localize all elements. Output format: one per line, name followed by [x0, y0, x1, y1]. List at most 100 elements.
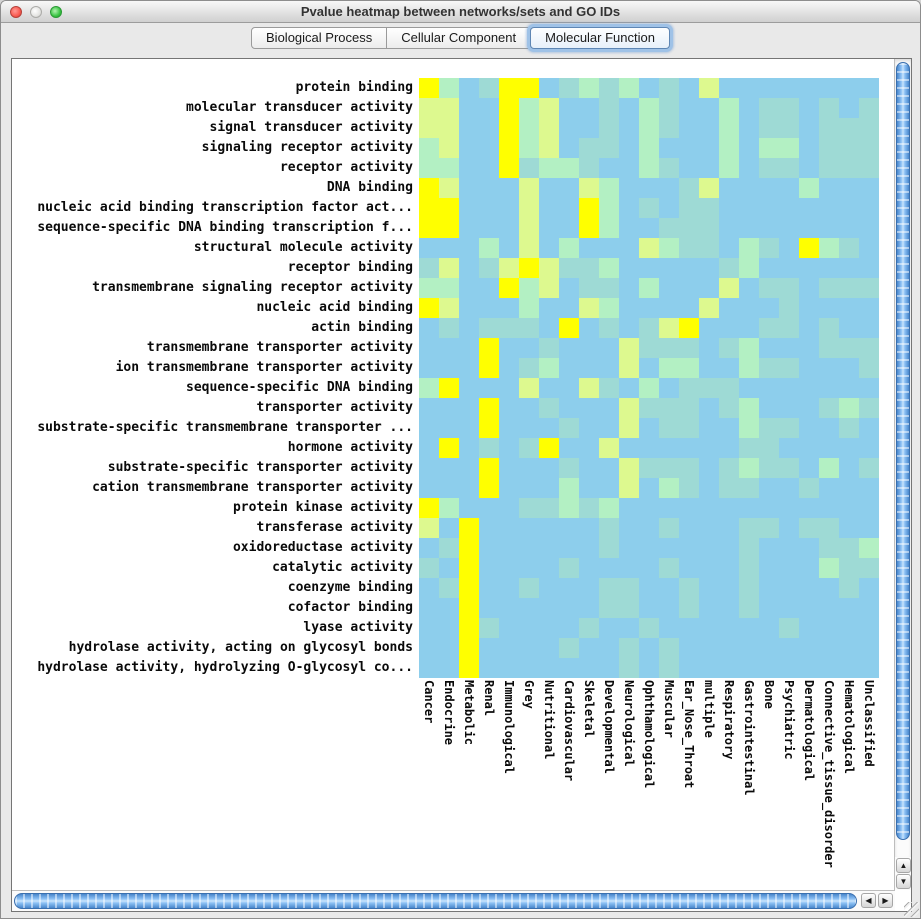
heatmap-cell	[499, 458, 519, 478]
heatmap-cell	[679, 458, 699, 478]
scroll-right-button[interactable]: ▶	[878, 893, 893, 908]
heatmap-cell	[439, 538, 459, 558]
heatmap-cell	[499, 598, 519, 618]
heatmap-cell	[499, 618, 519, 638]
column-label: Nutritional	[542, 680, 556, 760]
heatmap-cell	[699, 318, 719, 338]
heatmap-cell	[539, 178, 559, 198]
row-label: DNA binding	[326, 180, 413, 195]
heatmap-cell	[659, 118, 679, 138]
heatmap-cell	[499, 358, 519, 378]
heatmap-cell	[799, 378, 819, 398]
heatmap-cell	[479, 218, 499, 238]
heatmap-cell	[439, 638, 459, 658]
heatmap-cell	[759, 458, 779, 478]
minimize-button[interactable]	[30, 6, 42, 18]
heatmap-cell	[839, 498, 859, 518]
heatmap-cell	[719, 258, 739, 278]
heatmap-cell	[639, 78, 659, 98]
heatmap-cell	[459, 558, 479, 578]
close-button[interactable]	[10, 6, 22, 18]
heatmap-cell	[799, 478, 819, 498]
heatmap-cell	[819, 658, 839, 678]
heatmap-cell	[539, 418, 559, 438]
heatmap-cell	[519, 98, 539, 118]
heatmap-cell	[759, 178, 779, 198]
heatmap-cell	[739, 638, 759, 658]
heatmap-cell	[459, 418, 479, 438]
heatmap-cell	[659, 338, 679, 358]
heatmap-cell	[519, 438, 539, 458]
heatmap-cell	[759, 238, 779, 258]
heatmap-cell	[759, 498, 779, 518]
heatmap-cell	[779, 618, 799, 638]
heatmap-cell	[479, 478, 499, 498]
scroll-left-button[interactable]: ◀	[861, 893, 876, 908]
heatmap-cell	[559, 478, 579, 498]
heatmap-cell	[659, 158, 679, 178]
heatmap-cell	[619, 458, 639, 478]
zoom-button[interactable]	[50, 6, 62, 18]
row-label: substrate-specific transmembrane transpo…	[37, 420, 413, 435]
heatmap-cell	[639, 658, 659, 678]
heatmap-cell	[619, 398, 639, 418]
heatmap-cell	[619, 658, 639, 678]
heatmap-cell	[439, 438, 459, 458]
heatmap-cell	[639, 478, 659, 498]
heatmap-cell	[599, 118, 619, 138]
heatmap-cell	[619, 298, 639, 318]
vertical-scrollbar-track[interactable]	[895, 59, 911, 857]
tab-biological-process[interactable]: Biological Process	[251, 27, 388, 49]
heatmap-cell	[519, 118, 539, 138]
heatmap-cell	[539, 598, 559, 618]
heatmap-cell	[759, 518, 779, 538]
heatmap-cell	[679, 118, 699, 138]
horizontal-scrollbar[interactable]: ◀ ▶	[12, 890, 895, 911]
heatmap-cell	[419, 118, 439, 138]
heatmap-cell	[539, 118, 559, 138]
heatmap-cell	[579, 278, 599, 298]
resize-grip-icon[interactable]	[904, 902, 919, 917]
heatmap-cell	[599, 618, 619, 638]
heatmap-cell	[599, 378, 619, 398]
horizontal-scrollbar-thumb[interactable]	[14, 893, 857, 909]
heatmap-cell	[559, 178, 579, 198]
heatmap-cell	[559, 438, 579, 458]
heatmap-cell	[859, 238, 879, 258]
heatmap-cell	[779, 118, 799, 138]
scroll-down-button[interactable]: ▼	[896, 874, 911, 889]
heatmap-cell	[859, 518, 879, 538]
column-label: Grey	[522, 680, 536, 709]
heatmap-cell	[439, 98, 459, 118]
tab-cellular-component[interactable]: Cellular Component	[386, 27, 532, 49]
heatmap-cell	[739, 218, 759, 238]
heatmap-cell	[839, 578, 859, 598]
heatmap-cell	[639, 258, 659, 278]
heatmap-cell	[539, 378, 559, 398]
heatmap-cell	[719, 618, 739, 638]
heatmap-cell	[559, 98, 579, 118]
heatmap-cell	[579, 478, 599, 498]
heatmap-cell	[719, 318, 739, 338]
heatmap-cell	[539, 518, 559, 538]
heatmap-cell	[659, 498, 679, 518]
heatmap-cell	[859, 218, 879, 238]
scroll-up-button[interactable]: ▲	[896, 858, 911, 873]
heatmap-cell	[559, 198, 579, 218]
vertical-scrollbar-thumb[interactable]	[896, 62, 910, 840]
heatmap-cell	[759, 378, 779, 398]
heatmap-cell	[779, 578, 799, 598]
heatmap-cell	[859, 538, 879, 558]
heatmap-cell	[519, 478, 539, 498]
heatmap-cell	[659, 658, 679, 678]
heatmap-cell	[839, 238, 859, 258]
heatmap-cell	[619, 378, 639, 398]
heatmap-cell	[579, 458, 599, 478]
row-label: molecular transducer activity	[186, 100, 413, 115]
vertical-scrollbar[interactable]: ▲ ▼	[894, 59, 911, 890]
tab-molecular-function[interactable]: Molecular Function	[530, 27, 670, 49]
heatmap-cell	[519, 658, 539, 678]
heatmap-cell	[579, 598, 599, 618]
heatmap-cell	[799, 578, 819, 598]
heatmap-cell	[739, 418, 759, 438]
